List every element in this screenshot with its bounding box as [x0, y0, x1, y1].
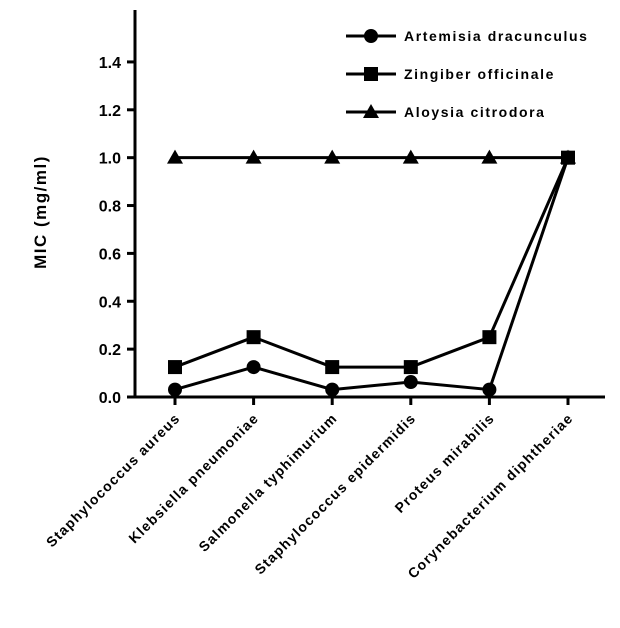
data-point — [246, 360, 261, 375]
x-category-label: Staphylococcus epidermidis — [251, 410, 419, 578]
legend-label: Aloysia citrodora — [404, 104, 546, 120]
data-point — [246, 330, 261, 345]
x-category-label: Salmonella typhimurium — [195, 410, 340, 555]
y-axis-label: MIC (mg/ml) — [31, 155, 50, 269]
data-point — [325, 360, 340, 375]
y-tick-label: 0.2 — [99, 342, 121, 359]
legend: Artemisia dracunculus Zingiber officinale… — [346, 28, 589, 120]
y-tick-label: 1.0 — [99, 151, 121, 168]
data-point — [482, 382, 497, 397]
series-line — [174, 157, 570, 392]
data-point — [403, 375, 418, 390]
y-axis-ticks: 0.0 0.2 0.4 0.6 0.8 1.0 1.2 1.4 — [99, 55, 135, 407]
legend-item: Aloysia citrodora — [346, 104, 546, 120]
legend-label: Zingiber officinale — [404, 66, 555, 82]
series-group — [167, 149, 576, 397]
data-point — [325, 382, 340, 397]
x-category-label: Corynebacterium diphtheriae — [404, 410, 576, 582]
data-point — [403, 360, 418, 375]
series-zingiber-officinale — [168, 150, 575, 375]
axes — [133, 10, 605, 405]
legend-marker — [363, 104, 379, 118]
legend-item: Zingiber officinale — [346, 66, 555, 82]
x-category-label: Staphylococcus aureus — [43, 410, 183, 550]
series-line — [174, 157, 570, 369]
y-tick-label: 0.8 — [99, 199, 121, 216]
series-artemisia-dracunculus — [168, 150, 575, 397]
y-tick-label: 0.4 — [99, 294, 121, 311]
data-point — [402, 149, 419, 164]
data-point — [481, 149, 498, 164]
legend-item: Artemisia dracunculus — [346, 28, 589, 44]
data-point — [245, 149, 262, 164]
data-point — [168, 360, 182, 375]
x-category-label: Klebsiella pneumoniae — [125, 410, 261, 546]
data-point — [167, 149, 183, 164]
data-point — [560, 149, 576, 164]
data-point — [324, 149, 341, 164]
series-aloysia-citrodora — [167, 149, 576, 164]
legend-marker — [364, 67, 378, 81]
y-tick-label: 0.6 — [99, 246, 121, 263]
y-tick-label: 0.0 — [99, 390, 121, 407]
legend-marker — [364, 29, 378, 43]
y-tick-label: 1.4 — [99, 55, 121, 72]
data-point — [168, 382, 182, 397]
legend-label: Artemisia dracunculus — [404, 28, 589, 44]
y-tick-label: 1.2 — [99, 103, 121, 120]
data-point — [482, 330, 497, 345]
